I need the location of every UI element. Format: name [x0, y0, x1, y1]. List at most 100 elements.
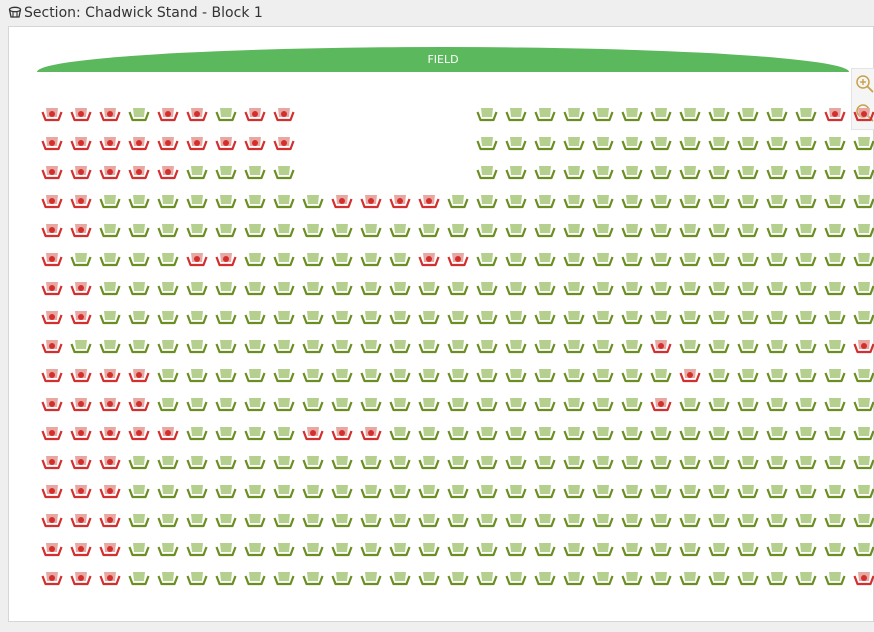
seat-available[interactable] — [186, 483, 208, 499]
seat-taken[interactable] — [41, 483, 63, 499]
seat-available[interactable] — [621, 222, 643, 238]
seat-available[interactable] — [331, 570, 353, 586]
seat-taken[interactable] — [331, 425, 353, 441]
seat-available[interactable] — [592, 338, 614, 354]
seat-taken[interactable] — [41, 106, 63, 122]
seat-available[interactable] — [389, 280, 411, 296]
seat-available[interactable] — [708, 193, 730, 209]
seat-available[interactable] — [244, 570, 266, 586]
seat-available[interactable] — [766, 570, 788, 586]
seat-available[interactable] — [795, 425, 817, 441]
seat-available[interactable] — [650, 541, 672, 557]
seat-available[interactable] — [505, 396, 527, 412]
seat-available[interactable] — [302, 541, 324, 557]
seat-available[interactable] — [273, 396, 295, 412]
seat-taken[interactable] — [389, 193, 411, 209]
seat-available[interactable] — [679, 309, 701, 325]
seat-available[interactable] — [418, 570, 440, 586]
seat-available[interactable] — [824, 454, 846, 470]
seat-taken[interactable] — [41, 193, 63, 209]
seat-available[interactable] — [766, 193, 788, 209]
seat-available[interactable] — [418, 280, 440, 296]
seat-available[interactable] — [592, 193, 614, 209]
seat-available[interactable] — [563, 338, 585, 354]
seat-available[interactable] — [128, 309, 150, 325]
seat-available[interactable] — [824, 135, 846, 151]
seat-available[interactable] — [795, 135, 817, 151]
seat-available[interactable] — [273, 367, 295, 383]
seat-available[interactable] — [389, 454, 411, 470]
seat-available[interactable] — [186, 280, 208, 296]
seat-taken[interactable] — [41, 454, 63, 470]
seat-available[interactable] — [302, 338, 324, 354]
seat-taken[interactable] — [70, 164, 92, 180]
seat-taken[interactable] — [215, 135, 237, 151]
seat-available[interactable] — [302, 367, 324, 383]
seat-available[interactable] — [476, 338, 498, 354]
seat-available[interactable] — [621, 280, 643, 296]
seat-available[interactable] — [244, 367, 266, 383]
seat-available[interactable] — [679, 570, 701, 586]
seat-taken[interactable] — [853, 570, 874, 586]
seat-available[interactable] — [476, 193, 498, 209]
seat-available[interactable] — [766, 483, 788, 499]
seat-taken[interactable] — [99, 367, 121, 383]
seat-available[interactable] — [244, 280, 266, 296]
seat-available[interactable] — [476, 309, 498, 325]
seat-available[interactable] — [360, 541, 382, 557]
seat-available[interactable] — [679, 106, 701, 122]
seat-available[interactable] — [360, 396, 382, 412]
seat-available[interactable] — [186, 193, 208, 209]
seat-available[interactable] — [360, 251, 382, 267]
seat-available[interactable] — [766, 367, 788, 383]
seat-available[interactable] — [476, 512, 498, 528]
seat-taken[interactable] — [302, 425, 324, 441]
seat-taken[interactable] — [99, 106, 121, 122]
seat-available[interactable] — [273, 425, 295, 441]
seat-available[interactable] — [650, 309, 672, 325]
seat-available[interactable] — [708, 106, 730, 122]
seat-available[interactable] — [708, 222, 730, 238]
seat-available[interactable] — [215, 193, 237, 209]
seat-available[interactable] — [534, 570, 556, 586]
seat-available[interactable] — [679, 338, 701, 354]
seat-taken[interactable] — [853, 338, 874, 354]
seat-taken[interactable] — [41, 280, 63, 296]
seat-available[interactable] — [563, 570, 585, 586]
seat-available[interactable] — [795, 483, 817, 499]
seat-available[interactable] — [389, 338, 411, 354]
seat-available[interactable] — [766, 309, 788, 325]
seat-available[interactable] — [505, 309, 527, 325]
seat-available[interactable] — [621, 106, 643, 122]
seat-available[interactable] — [737, 367, 759, 383]
seat-available[interactable] — [563, 193, 585, 209]
seat-available[interactable] — [331, 483, 353, 499]
seat-available[interactable] — [592, 135, 614, 151]
seat-available[interactable] — [766, 164, 788, 180]
seat-available[interactable] — [157, 367, 179, 383]
seat-available[interactable] — [563, 135, 585, 151]
seat-available[interactable] — [273, 570, 295, 586]
seat-taken[interactable] — [273, 106, 295, 122]
seat-available[interactable] — [824, 541, 846, 557]
seat-taken[interactable] — [650, 338, 672, 354]
seat-taken[interactable] — [41, 512, 63, 528]
seat-available[interactable] — [128, 570, 150, 586]
seat-available[interactable] — [592, 512, 614, 528]
seat-available[interactable] — [447, 193, 469, 209]
seat-taken[interactable] — [70, 193, 92, 209]
seat-available[interactable] — [563, 280, 585, 296]
seat-taken[interactable] — [679, 367, 701, 383]
seat-available[interactable] — [99, 251, 121, 267]
seat-available[interactable] — [824, 193, 846, 209]
seat-available[interactable] — [302, 483, 324, 499]
seat-available[interactable] — [766, 251, 788, 267]
seat-available[interactable] — [360, 222, 382, 238]
seat-available[interactable] — [853, 135, 874, 151]
seat-available[interactable] — [534, 454, 556, 470]
seat-available[interactable] — [331, 541, 353, 557]
seat-available[interactable] — [128, 454, 150, 470]
seat-available[interactable] — [389, 396, 411, 412]
seat-available[interactable] — [128, 222, 150, 238]
seat-available[interactable] — [447, 338, 469, 354]
